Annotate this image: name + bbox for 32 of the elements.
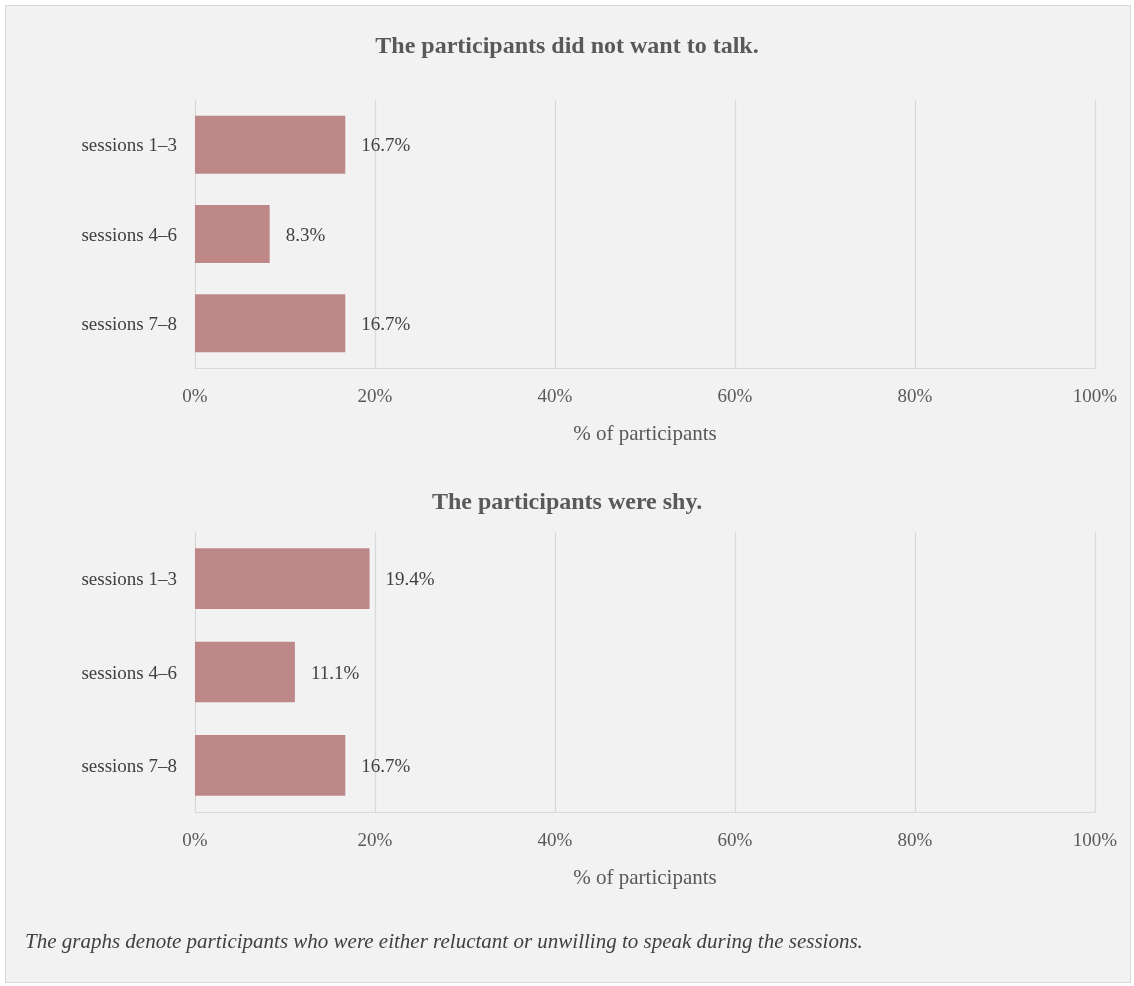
- x-tick-label: 0%: [182, 829, 208, 850]
- chart-title: The participants did not want to talk.: [375, 32, 759, 58]
- x-tick-label: 100%: [1072, 385, 1118, 406]
- data-label: 16.7%: [361, 312, 411, 334]
- data-label: 16.7%: [361, 134, 411, 156]
- x-axis-title: % of participants: [573, 420, 717, 445]
- x-tick-label: 60%: [717, 829, 753, 850]
- y-tick-label: sessions 4–6: [81, 223, 177, 245]
- data-label: 16.7%: [361, 754, 411, 776]
- bar: [195, 641, 295, 703]
- x-tick-label: 80%: [897, 385, 933, 406]
- y-tick-label: sessions 4–6: [81, 661, 177, 683]
- x-tick-label: 60%: [717, 385, 753, 406]
- y-tick-label: sessions 1–3: [81, 134, 177, 156]
- data-label: 19.4%: [385, 568, 435, 590]
- bar: [195, 548, 370, 609]
- x-tick-label: 80%: [897, 829, 933, 850]
- y-tick-label: sessions 7–8: [81, 312, 177, 334]
- x-tick-label: 40%: [537, 385, 573, 406]
- bar: [195, 735, 346, 796]
- data-label: 11.1%: [310, 661, 360, 683]
- x-tick-label: 20%: [357, 385, 393, 406]
- y-tick-label: sessions 1–3: [81, 568, 177, 590]
- x-tick-label: 100%: [1072, 829, 1118, 850]
- y-tick-label: sessions 7–8: [81, 754, 177, 776]
- x-tick-label: 0%: [182, 385, 208, 406]
- text: The graphs denote participants who were either reluctant or unwilling to speak during the sessions.: [25, 928, 863, 953]
- x-tick-label: 20%: [357, 829, 393, 850]
- chart-title: The participants were shy.: [431, 488, 703, 514]
- x-tick-label: 40%: [537, 829, 573, 850]
- data-label: 8.3%: [285, 223, 326, 245]
- x-axis-title: % of participants: [573, 864, 717, 889]
